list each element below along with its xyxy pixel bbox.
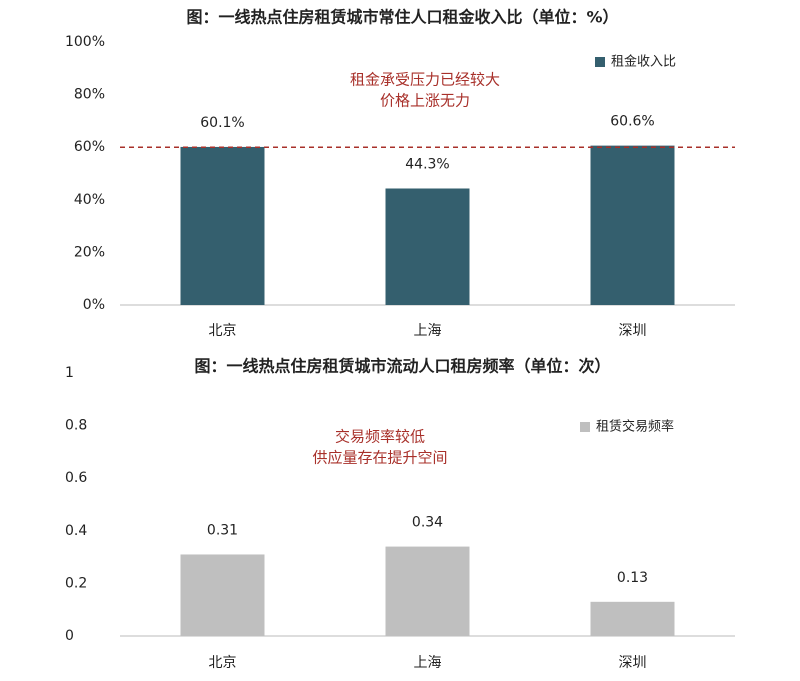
y-tick-label: 0.8: [65, 418, 87, 434]
data-label: 60.6%: [610, 114, 654, 130]
x-tick-label: 上海: [414, 323, 442, 339]
x-tick-label: 深圳: [619, 655, 647, 671]
legend-label: 租赁交易频率: [596, 419, 674, 435]
y-tick-label: 0.6: [65, 470, 87, 486]
x-tick-label: 深圳: [619, 323, 647, 339]
y-tick-label: 0.4: [65, 523, 87, 539]
annotation: 交易频率较低: [335, 428, 425, 446]
y-tick-label: 40%: [74, 192, 105, 208]
y-tick-label: 1: [65, 365, 74, 381]
bar: [590, 601, 675, 636]
data-label: 0.13: [617, 570, 648, 586]
legend-swatch: [595, 57, 605, 67]
chart-title: 图：一线热点住房租赁城市流动人口租房频率（单位：次）: [194, 357, 610, 376]
y-tick-label: 100%: [65, 34, 105, 50]
data-label: 0.31: [207, 522, 238, 538]
y-tick-label: 0.2: [65, 575, 87, 591]
legend-label: 租金收入比: [611, 54, 676, 70]
annotation: 租金承受压力已经较大: [350, 71, 500, 89]
bar: [385, 546, 470, 636]
y-tick-label: 20%: [74, 244, 105, 260]
chart-title: 图：一线热点住房租赁城市常住人口租金收入比（单位：%）: [186, 8, 618, 27]
y-tick-label: 80%: [74, 87, 105, 103]
y-tick-label: 0: [65, 628, 74, 644]
x-tick-label: 北京: [209, 323, 237, 339]
y-tick-label: 0%: [83, 297, 105, 313]
annotation: 供应量存在提升空间: [312, 449, 447, 467]
bar: [180, 146, 265, 305]
y-tick-label: 60%: [74, 139, 105, 155]
data-label: 44.3%: [405, 156, 449, 172]
x-tick-label: 北京: [209, 655, 237, 671]
annotation: 价格上涨无力: [380, 92, 470, 110]
legend-swatch: [580, 422, 590, 432]
data-label: 0.34: [412, 515, 443, 531]
bar: [385, 188, 470, 305]
data-label: 60.1%: [200, 115, 244, 131]
bar: [590, 145, 675, 305]
x-tick-label: 上海: [414, 655, 442, 671]
bar: [180, 554, 265, 636]
